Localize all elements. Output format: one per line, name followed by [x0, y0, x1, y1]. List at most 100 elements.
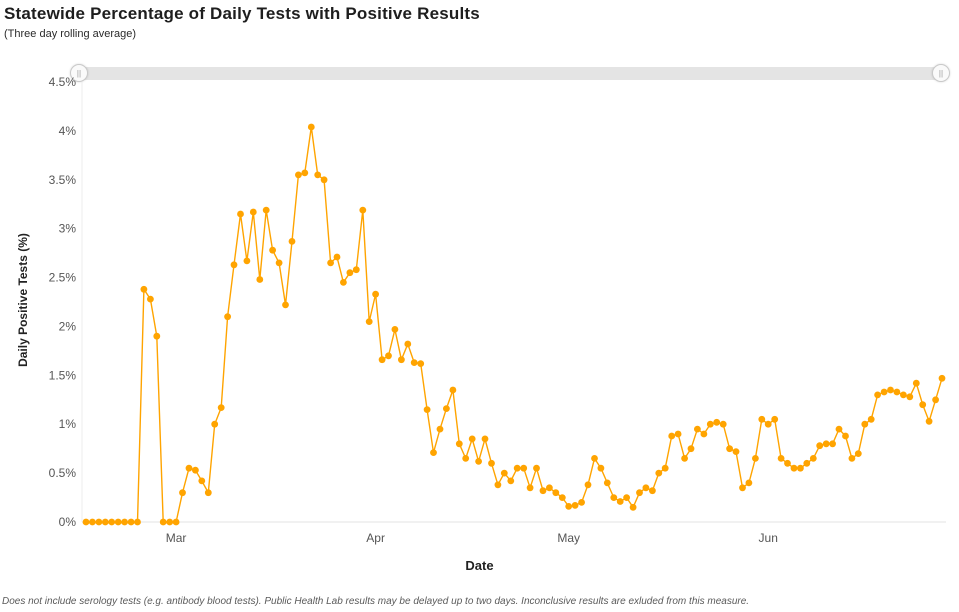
data-point [938, 374, 946, 382]
data-point [764, 420, 772, 428]
data-point [700, 430, 708, 438]
data-point [488, 459, 495, 467]
data-point [539, 487, 547, 495]
data-point [410, 359, 418, 366]
y-tick-label: 0.5% [49, 466, 77, 480]
data-point [803, 459, 811, 467]
data-point [494, 481, 502, 489]
data-point [713, 418, 721, 426]
data-point [719, 420, 727, 428]
data-point [430, 449, 437, 456]
data-point [603, 479, 611, 487]
data-point [578, 499, 585, 506]
x-tick-label: May [557, 531, 580, 545]
data-point [462, 455, 470, 462]
data-point [230, 261, 238, 269]
data-point [327, 259, 334, 267]
y-tick-label: 2% [59, 319, 77, 333]
data-point [275, 259, 283, 267]
time-range-slider[interactable]: || || [70, 64, 950, 82]
data-point [288, 238, 296, 245]
data-point [925, 417, 933, 425]
y-tick-label: 3% [59, 222, 77, 236]
data-point [848, 455, 856, 462]
data-point [404, 340, 412, 348]
slider-handle-left[interactable]: || [70, 64, 88, 82]
grip-icon: || [76, 68, 82, 78]
data-point [584, 481, 592, 489]
footnote: Does not include serology tests (e.g. an… [2, 596, 750, 607]
data-point [874, 391, 881, 399]
data-point [694, 425, 701, 433]
data-point [211, 420, 219, 428]
data-point [307, 123, 315, 131]
data-point [301, 169, 309, 177]
data-point [629, 503, 637, 511]
data-point [365, 318, 373, 325]
data-point [732, 448, 740, 455]
x-tick-label: Jun [759, 531, 778, 545]
data-point [546, 484, 553, 492]
data-point [82, 518, 90, 526]
data-point [455, 440, 463, 448]
data-point [95, 518, 103, 526]
data-point [932, 396, 939, 404]
data-point [867, 415, 875, 423]
data-point [320, 176, 328, 184]
data-point [661, 464, 669, 472]
data-point [121, 518, 128, 526]
data-point [526, 484, 534, 492]
y-axis-label: Daily Positive Tests (%) [16, 233, 30, 367]
data-point [500, 469, 508, 477]
data-point [340, 279, 347, 286]
data-point [507, 477, 515, 485]
data-point [649, 487, 656, 495]
data-point [513, 464, 521, 472]
data-point [533, 464, 540, 472]
data-point [256, 276, 264, 283]
y-tick-label: 3.5% [49, 173, 77, 187]
data-point [468, 435, 476, 443]
data-point [558, 494, 566, 501]
data-point [829, 440, 836, 448]
data-point [842, 432, 849, 440]
data-point [822, 440, 830, 448]
data-point [346, 269, 354, 277]
data-point [880, 388, 888, 396]
grip-icon: || [938, 68, 944, 78]
data-point [565, 503, 573, 510]
data-point [192, 466, 199, 474]
data-point [726, 445, 733, 453]
slider-handle-right[interactable]: || [932, 64, 950, 82]
data-point [784, 459, 791, 467]
data-point [797, 464, 804, 472]
data-point [185, 464, 193, 472]
data-point [378, 356, 386, 364]
data-point [552, 489, 560, 497]
data-point [520, 464, 528, 472]
data-point [636, 489, 643, 497]
data-point [198, 477, 206, 485]
data-point [912, 379, 920, 387]
data-point [790, 464, 798, 472]
data-point [681, 455, 688, 462]
data-point [114, 518, 122, 526]
data-point [140, 285, 148, 293]
data-point [398, 356, 405, 364]
data-point [333, 253, 341, 261]
slider-track[interactable] [72, 67, 948, 80]
data-point [809, 455, 817, 462]
data-point [571, 502, 579, 509]
data-point [610, 494, 618, 501]
x-tick-label: Mar [166, 531, 187, 545]
data-point [674, 430, 682, 438]
data-point [359, 206, 367, 214]
data-point [591, 455, 598, 462]
data-point [89, 518, 96, 526]
data-point [282, 301, 289, 309]
data-point [597, 464, 605, 472]
data-point [752, 455, 759, 462]
data-point [854, 450, 862, 457]
chart-area: 0% 0.5% 1% 1.5% 2% 2.5% 3% 3.5% 4% 4.5% Mar Apr May J… [30, 74, 950, 549]
